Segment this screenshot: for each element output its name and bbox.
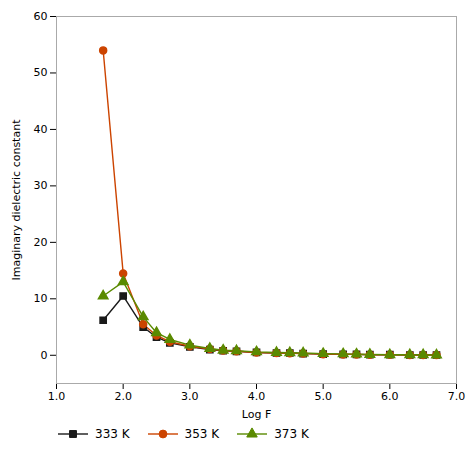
html-text:373 K: 373 K: [274, 427, 309, 441]
svg-text:60: 60: [34, 10, 48, 23]
svg-text:2.0: 2.0: [114, 390, 131, 403]
html-text:333 K: 333 K: [95, 427, 130, 441]
svg-text:3.0: 3.0: [181, 390, 199, 403]
svg-text:30: 30: [34, 179, 48, 192]
svg-text:Log F: Log F: [242, 408, 271, 421]
html-text:353 K: 353 K: [184, 427, 220, 441]
svg-text:10: 10: [34, 292, 48, 305]
svg-text:6.0: 6.0: [381, 390, 399, 403]
svg-text:Imaginary dielectric constant: Imaginary dielectric constant: [10, 119, 23, 281]
svg-text:1.0: 1.0: [48, 390, 66, 403]
svg-text:0: 0: [41, 349, 48, 362]
svg-text:20: 20: [34, 236, 48, 249]
svg-text:4.0: 4.0: [248, 390, 266, 403]
svg-text:50: 50: [34, 66, 48, 79]
svg-text:7.0: 7.0: [448, 390, 466, 403]
svg-text:40: 40: [34, 123, 48, 136]
svg-text:5.0: 5.0: [314, 390, 332, 403]
